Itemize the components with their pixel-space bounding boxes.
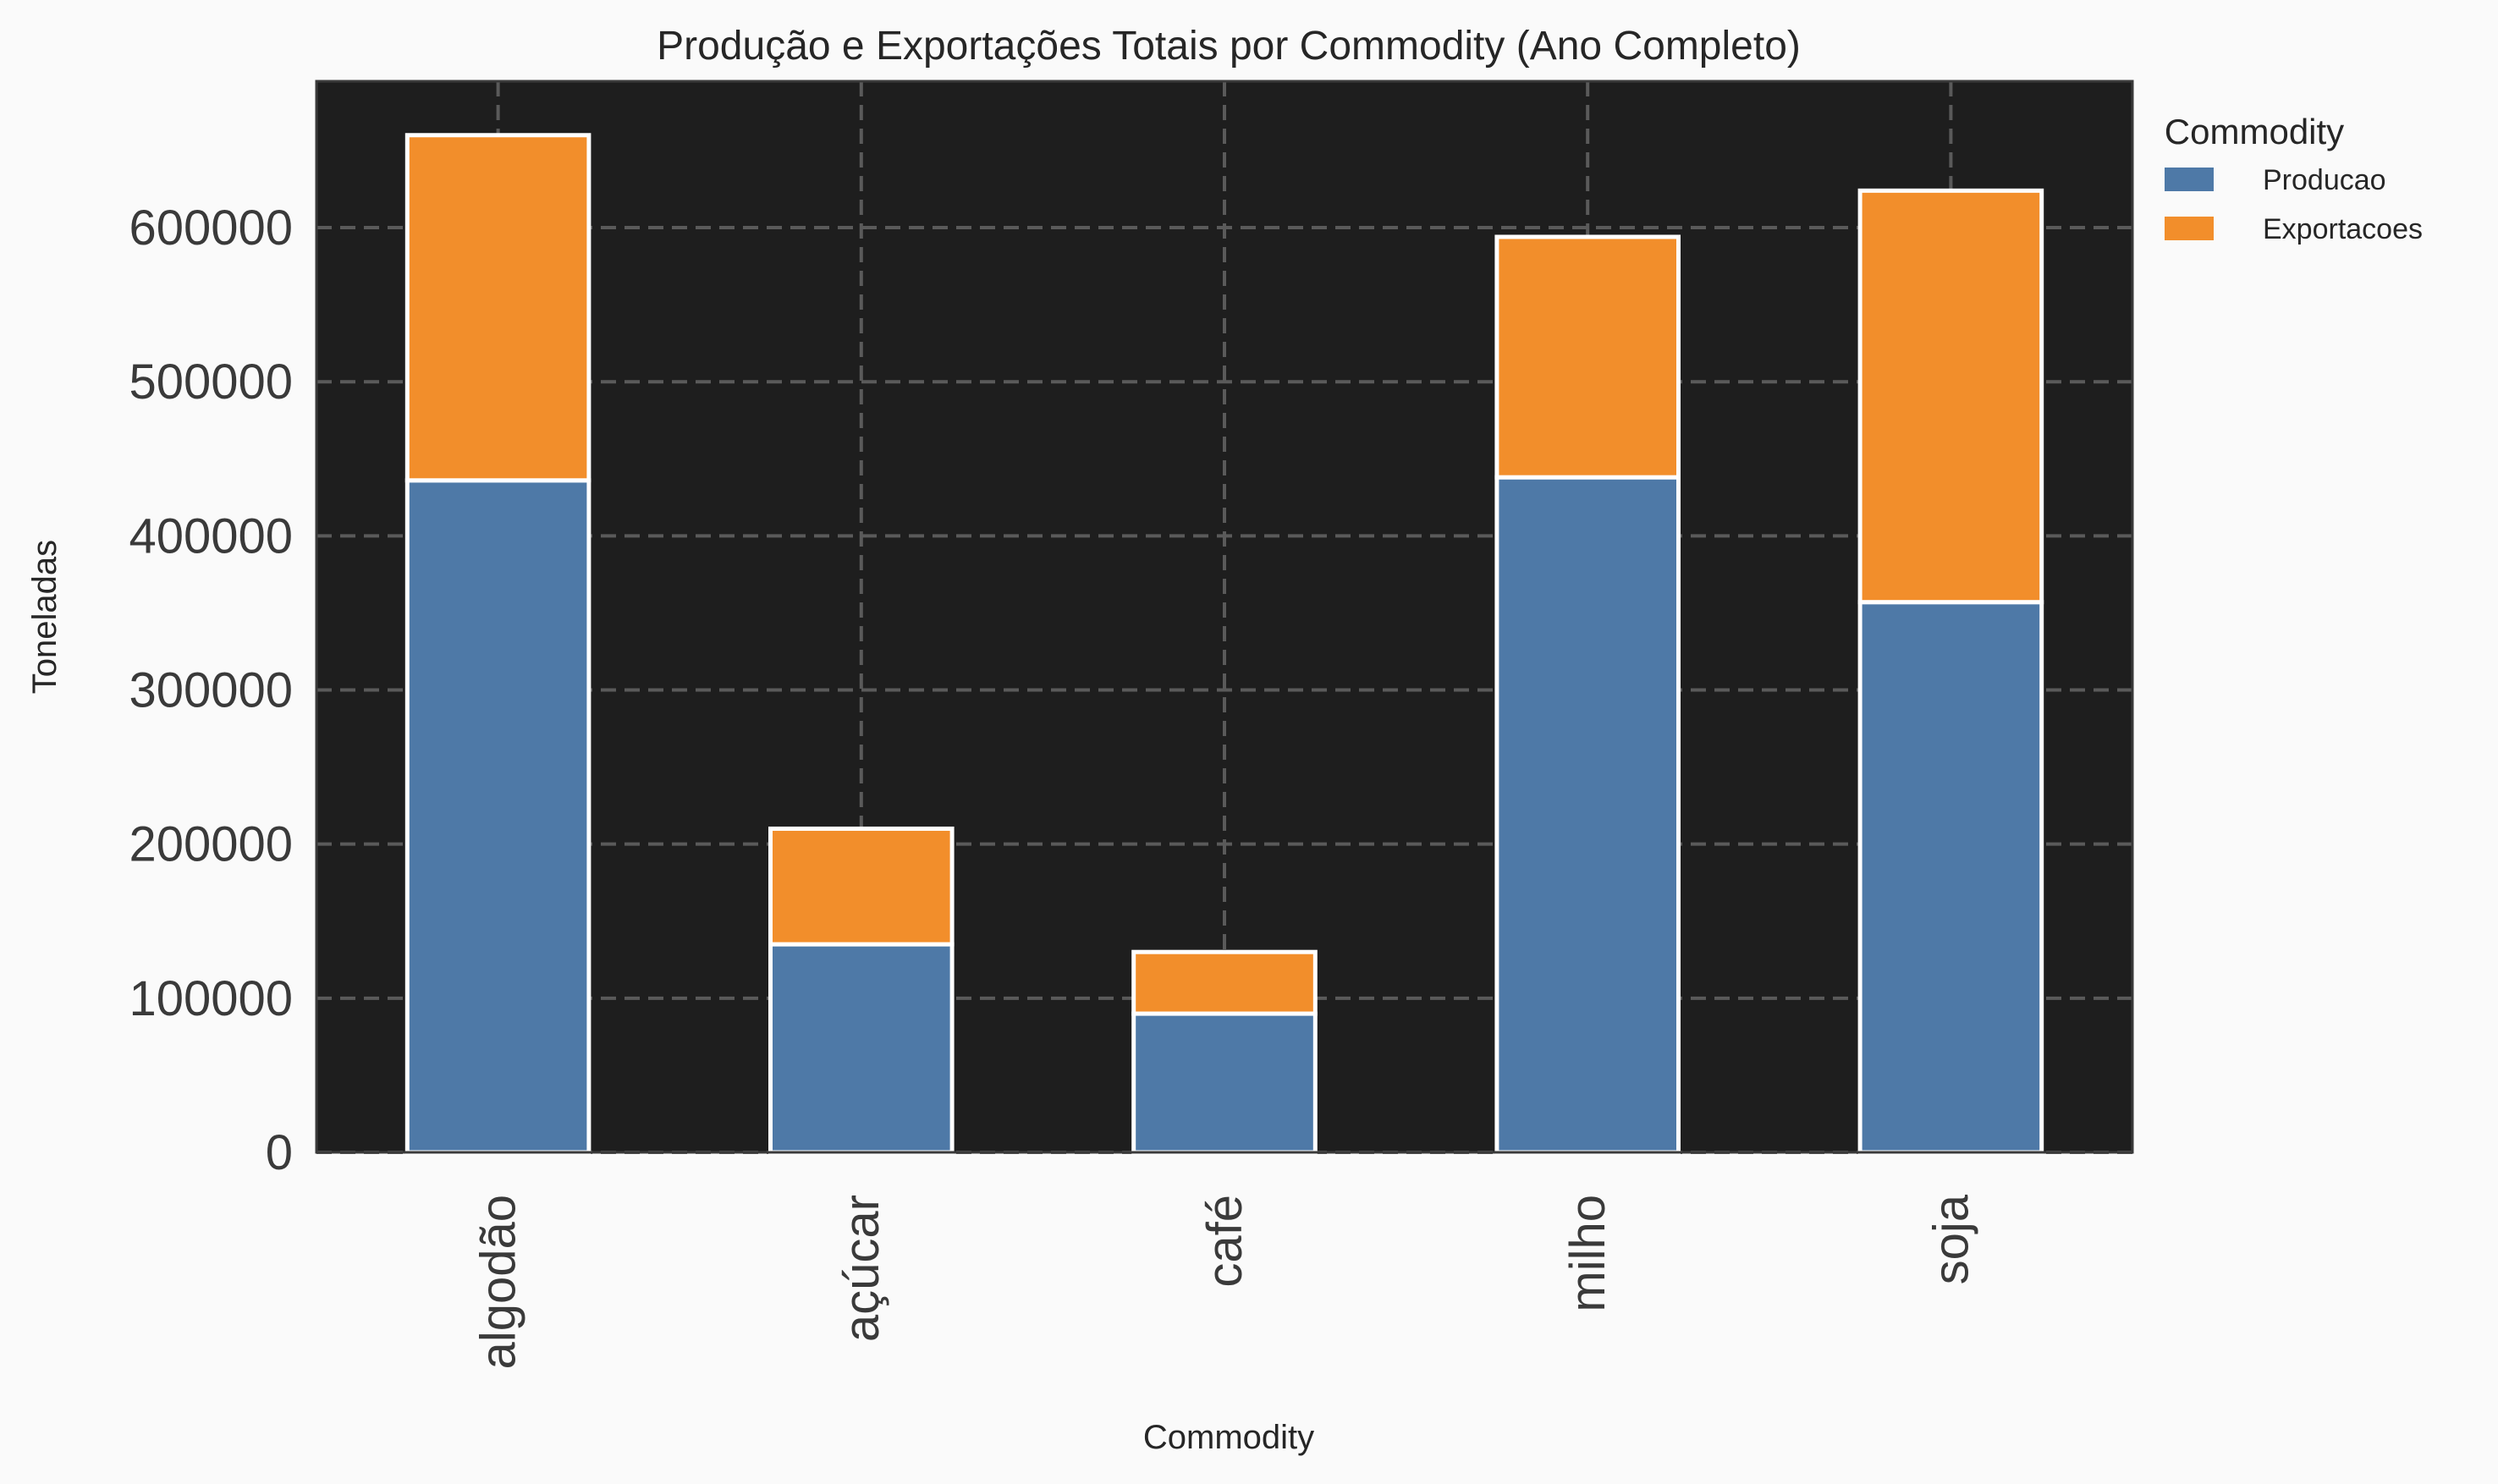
bar-exportacoes-4 (1857, 188, 2044, 605)
y-tick-label: 500000 (129, 355, 293, 409)
x-tick-label: soja (1923, 1194, 1978, 1284)
chart-title: Produção e Exportações Totais por Commod… (657, 24, 1801, 69)
y-axis-ticks: 0 100000 200000 300000 400000 500000 600000 (129, 201, 293, 1180)
legend-swatch-producao (2165, 168, 2214, 191)
bar-producao-2 (1131, 1011, 1318, 1155)
y-tick-label: 600000 (129, 201, 293, 256)
x-axis-label: Commodity (1143, 1419, 1314, 1456)
y-axis-label: Toneladas (26, 540, 63, 694)
bar-exportacoes-0 (404, 133, 591, 483)
bar-exportacoes-1 (768, 826, 955, 947)
legend-label-exportacoes: Exportacoes (2263, 213, 2423, 245)
bar-exportacoes-3 (1494, 234, 1681, 480)
bar-exportacoes-2 (1131, 949, 1318, 1016)
x-tick-label: café (1197, 1195, 1252, 1288)
y-tick-label: 300000 (129, 663, 293, 718)
x-tick-label: milho (1560, 1195, 1615, 1312)
y-tick-label: 200000 (129, 817, 293, 872)
y-tick-label: 100000 (129, 971, 293, 1026)
x-tick-label: açúcar (834, 1195, 889, 1342)
bar-producao-4 (1857, 600, 2044, 1155)
y-tick-label: 0 (266, 1125, 293, 1180)
bars (404, 133, 2044, 1155)
plot-frame (315, 80, 2134, 1154)
bar-producao-1 (768, 942, 955, 1155)
legend-title: Commodity (2165, 112, 2344, 151)
x-tick-label: algodão (471, 1195, 526, 1369)
legend-swatch-exportacoes (2165, 217, 2214, 240)
legend: Commodity Producao Exportacoes (2165, 112, 2423, 245)
legend-label-producao: Producao (2263, 164, 2386, 196)
bar-producao-3 (1494, 475, 1681, 1155)
y-tick-label: 400000 (129, 508, 293, 563)
x-axis-ticks: algodão açúcar café milho soja (471, 1194, 1979, 1369)
bar-producao-0 (404, 478, 591, 1155)
